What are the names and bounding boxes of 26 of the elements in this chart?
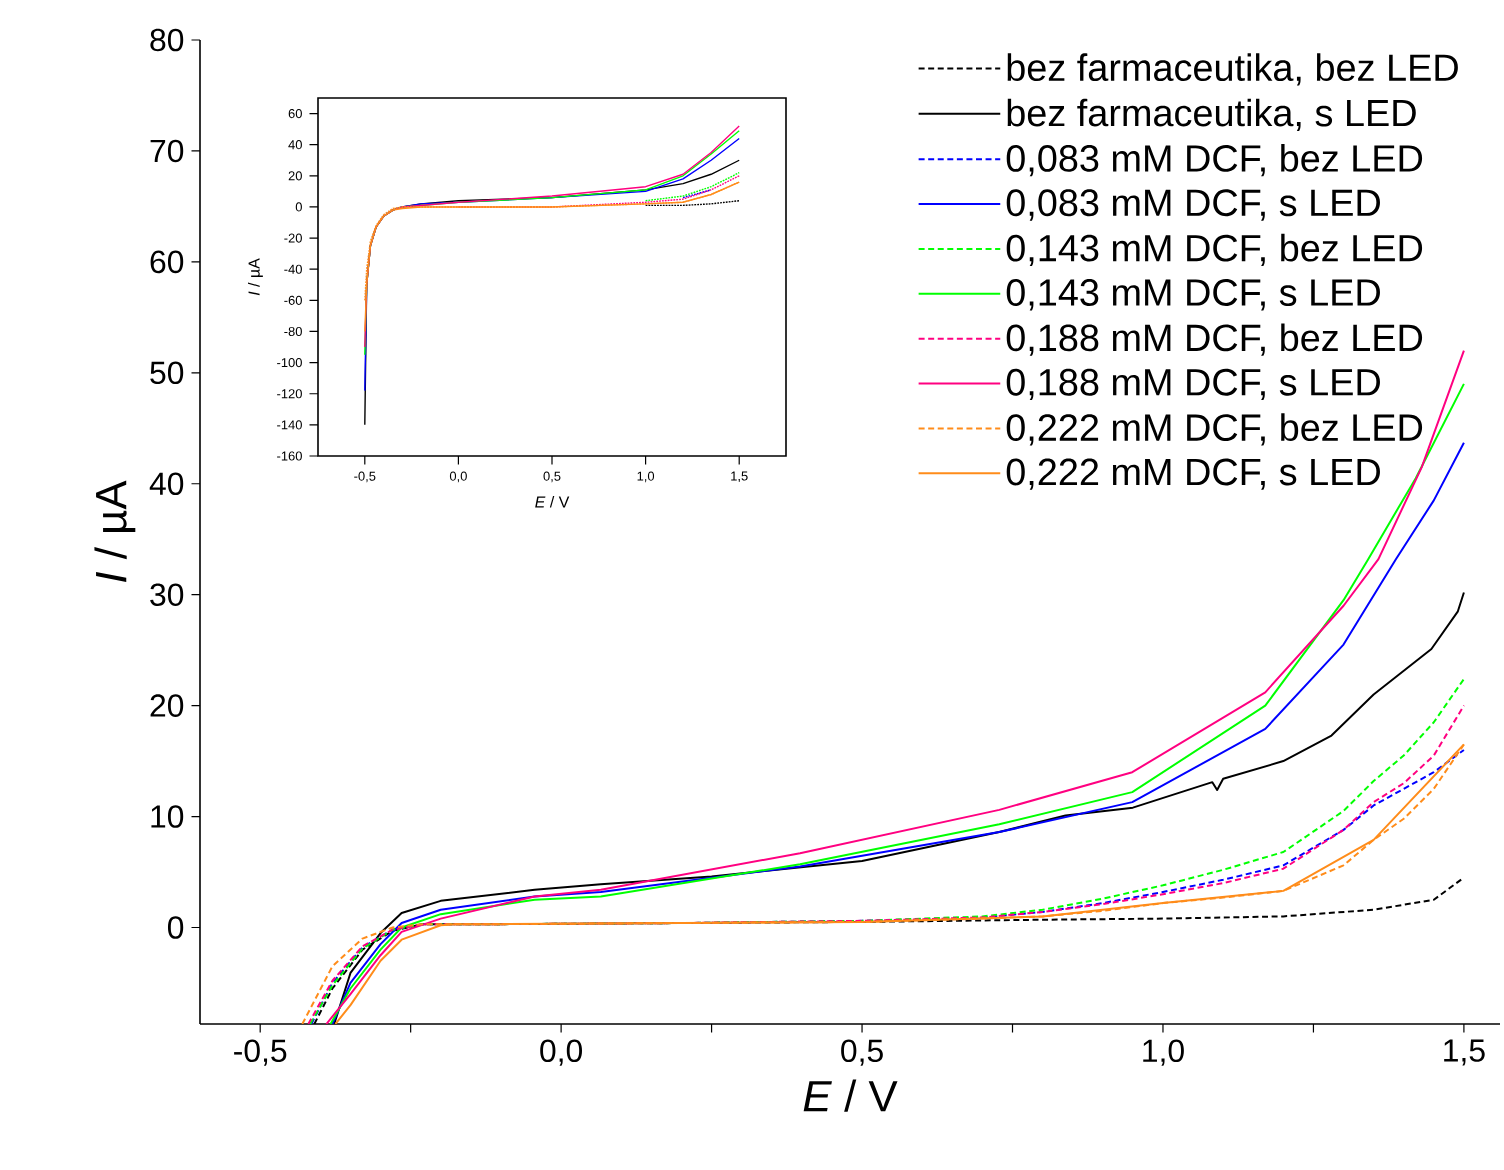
y-tick-label: 10 — [151, 805, 184, 828]
x-tick-label: -0,5 — [234, 1039, 287, 1066]
x-tick-label: 1,0 — [1143, 1039, 1184, 1066]
y-tick-label: 50 — [150, 361, 184, 385]
y-tick-label: 30 — [150, 583, 184, 606]
legend-label: 0,143 mM DCF, s LED — [1006, 279, 1380, 311]
y-tick-label: 70 — [150, 139, 184, 163]
y-tick-label: 0 — [167, 916, 184, 939]
y-tick-label: 80 — [150, 28, 184, 52]
legend-label: 0,188 mM DCF, s LED — [1006, 368, 1380, 401]
y-axis-title: I / µA — [94, 480, 136, 582]
y-tick-label: 20 — [150, 694, 184, 717]
legend-label: 0,083 mM DCF, s LED — [1006, 189, 1380, 221]
legend-label: bez farmaceutika, bez LED — [1007, 53, 1458, 86]
y-tick-label: 40 — [149, 472, 184, 496]
legend-label: 0,188 mM DCF, bez LED — [1006, 323, 1423, 356]
legend-label: 0,143 mM DCF, bez LED — [1006, 233, 1423, 267]
legend-label: bez farmaceutika, s LED — [1007, 98, 1416, 131]
legend-label: 0,083 mM DCF, bez LED — [1006, 144, 1423, 177]
x-tick-label: 0,5 — [841, 1039, 883, 1066]
x-tick-label: 1,5 — [1444, 1039, 1485, 1066]
x-tick-label: 0,0 — [540, 1039, 583, 1066]
legend-label: 0,222 mM DCF, bez LED — [1006, 413, 1423, 446]
legend-label: 0,222 mM DCF, s LED — [1006, 458, 1380, 490]
x-axis-title: E / V — [803, 1079, 898, 1112]
y-tick-label: 60 — [150, 250, 184, 274]
